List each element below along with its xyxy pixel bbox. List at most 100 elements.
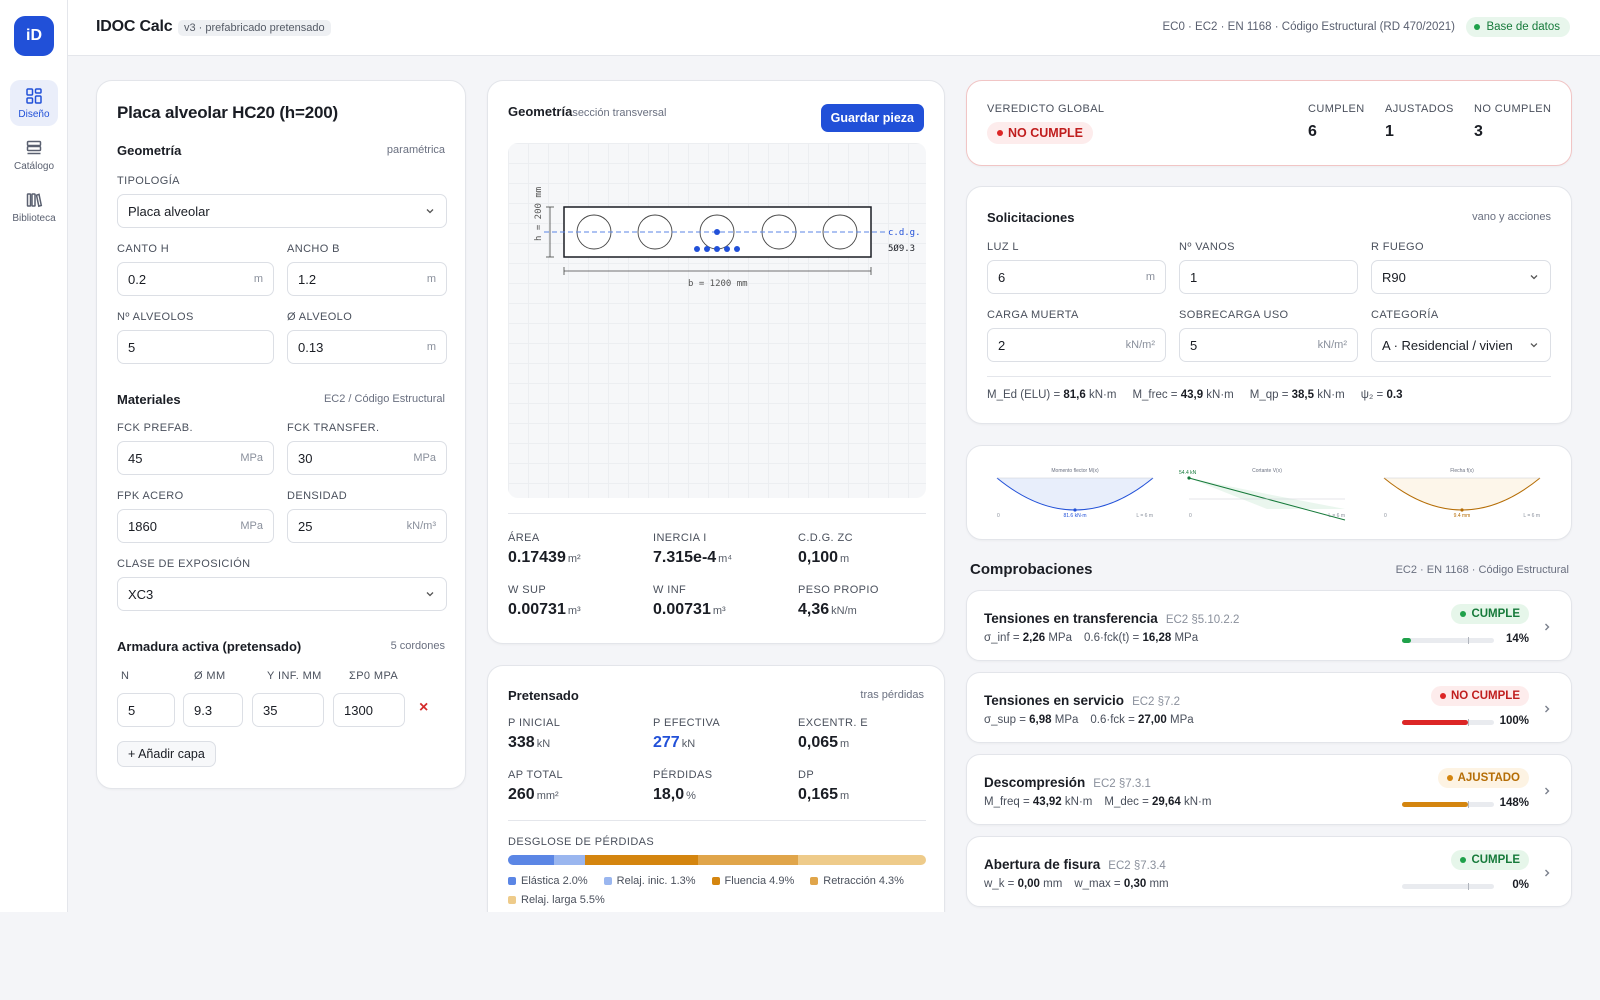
nalveolos-value: 5 <box>128 339 136 355</box>
luz-value: 6 <box>998 269 1006 285</box>
version-badge: v3 · prefabricado pretensado <box>178 20 331 36</box>
save-piece-button[interactable]: Guardar pieza <box>820 104 924 132</box>
fpk-input[interactable]: 1860 MPa <box>117 509 274 543</box>
check-status-badge: NO CUMPLE <box>1431 686 1529 706</box>
property-unit: m <box>840 790 850 802</box>
status-dot-icon <box>997 130 1003 136</box>
utilization-bar <box>1402 801 1494 808</box>
chevron-down-icon <box>426 209 434 214</box>
property-number: 4,36 <box>798 601 830 618</box>
fire-label: R FUEGO <box>1371 241 1424 253</box>
fire-value: R90 <box>1382 269 1406 285</box>
col-header: ΣP0 MPA <box>349 670 399 682</box>
divider <box>508 820 926 821</box>
check-header: Tensiones en servicio EC2 §7.2 <box>984 693 1180 708</box>
legend-item: Fluencia 4.9% <box>711 875 794 887</box>
chevron-right-icon[interactable] <box>1541 784 1553 796</box>
fckt-input[interactable]: 30 MPa <box>287 441 447 475</box>
live-load-input[interactable]: 5 kN/m² <box>1179 328 1358 362</box>
chevron-right-icon[interactable] <box>1541 866 1553 878</box>
dead-load-label: CARGA MUERTA <box>987 309 1079 321</box>
property-label: DP <box>798 769 815 781</box>
property-item: PESO PROPIO 4,36 kN/m <box>798 584 938 619</box>
check-value-item: σ_sup = 6,98 MPa <box>984 714 1078 726</box>
app-logo[interactable]: iD <box>14 16 54 56</box>
moment-value: 38,5 <box>1291 389 1315 401</box>
nav-item-biblioteca[interactable]: Biblioteca <box>10 184 58 230</box>
strand-diameter-input[interactable]: 9.3 <box>183 693 243 727</box>
moment-item: M_frec = 43,9 kN·m <box>1132 389 1233 401</box>
count-label: NO CUMPLEN <box>1474 103 1552 115</box>
property-value: 0,165 m <box>798 786 938 804</box>
prestress-note: tras pérdidas <box>860 689 924 701</box>
fck-input[interactable]: 45 MPa <box>117 441 274 475</box>
property-value: 260 mm² <box>508 786 648 804</box>
check-status-label: CUMPLE <box>1471 608 1520 620</box>
property-label: P EFECTIVA <box>653 717 721 729</box>
fpk-value: 1860 <box>128 518 157 534</box>
database-status-label: Base de datos <box>1486 21 1560 33</box>
nalveolos-input[interactable]: 5 <box>117 330 274 364</box>
strand-n-input[interactable]: 5 <box>117 693 175 727</box>
strand-diameter-value: 9.3 <box>194 702 213 718</box>
strand-yinf-input[interactable]: 35 <box>252 693 324 727</box>
height-dimension-label: h = 200 mm <box>534 187 544 241</box>
tipologia-select[interactable]: Placa alveolar <box>117 194 447 228</box>
check-value-item: M_dec = 29,64 kN·m <box>1104 796 1211 808</box>
exposure-select[interactable]: XC3 <box>117 577 447 611</box>
add-layer-button[interactable]: + Añadir capa <box>117 741 216 767</box>
strand-p0-value: 1300 <box>344 702 373 718</box>
utilization-bar <box>1402 719 1494 726</box>
status-dot-icon <box>1446 775 1453 781</box>
check-row[interactable]: Tensiones en transferencia EC2 §5.10.2.2 σ… <box>966 590 1572 661</box>
property-value: 0.00731 m³ <box>508 601 648 619</box>
property-item: P EFECTIVA 277 kN <box>653 717 793 752</box>
check-status-label: NO CUMPLE <box>1451 690 1520 702</box>
moment-item: M_Ed (ELU) = 81,6 kN·m <box>987 389 1116 401</box>
dalveolo-input[interactable]: 0.13 m <box>287 330 447 364</box>
remove-layer-icon[interactable]: × <box>419 699 429 716</box>
property-value: 0.00731 m³ <box>653 601 793 619</box>
live-load-label: SOBRECARGA USO <box>1179 309 1289 321</box>
unit-label: kN/m³ <box>406 520 436 532</box>
property-item: PÉRDIDAS 18,0% <box>653 769 793 804</box>
diagrams-svg: Momento flector M(x) 81.6 kN·m 0 L = 6 m… <box>996 468 1541 521</box>
books-icon <box>26 192 43 207</box>
property-unit: m⁴ <box>718 553 733 565</box>
database-status[interactable]: Base de datos <box>1466 17 1570 37</box>
check-value-item: 0.6·fck = 27,00 MPa <box>1090 714 1193 726</box>
luz-label: LUZ L <box>987 241 1019 253</box>
property-label: P INICIAL <box>508 717 561 729</box>
check-value-key: 0.6·fck = <box>1090 714 1139 726</box>
status-dot-icon <box>1440 693 1446 699</box>
property-label: AP TOTAL <box>508 769 563 781</box>
losses-legend: Elástica 2.0% Relaj. inic. 1.3% Fluencia 4… <box>508 875 926 906</box>
canto-input[interactable]: 0.2 m <box>117 262 274 296</box>
property-item: W SUP 0.00731 m³ <box>508 584 648 619</box>
check-row[interactable]: Descompresión EC2 §7.3.1 M_freq = 43,92 kN… <box>966 754 1572 825</box>
loss-segment <box>508 855 555 865</box>
nav-item-catalogo[interactable]: Catálogo <box>10 132 58 178</box>
unit-label: MPa <box>240 452 263 464</box>
dead-load-input[interactable]: 2 kN/m² <box>987 328 1166 362</box>
fire-select[interactable]: R90 <box>1371 260 1551 294</box>
piece-title: Placa alveolar HC20 (h=200) <box>117 103 338 122</box>
chevron-right-icon[interactable] <box>1541 620 1553 632</box>
check-row[interactable]: Abertura de fisura EC2 §7.3.4 w_k = 0,00 m… <box>966 836 1572 907</box>
densidad-input[interactable]: 25 kN/m³ <box>287 509 447 543</box>
category-select[interactable]: A · Residencial / vivien <box>1371 328 1551 362</box>
chevron-right-icon[interactable] <box>1541 702 1553 714</box>
strand-p0-input[interactable]: 1300 <box>333 693 405 727</box>
property-item: INERCIA I 7.315e-4 m⁴ <box>653 532 793 567</box>
vanos-input[interactable]: 1 <box>1179 260 1358 294</box>
col-header: Ø MM <box>194 670 226 682</box>
nav-item-diseno[interactable]: Diseño <box>10 80 58 126</box>
check-value-key: M_freq = <box>984 796 1033 808</box>
tipologia-value: Placa alveolar <box>128 203 210 219</box>
property-value: 0.17439 m² <box>508 549 648 567</box>
count-value: 1 <box>1385 123 1394 140</box>
check-row[interactable]: Tensiones en servicio EC2 §7.2 σ_sup = 6,9… <box>966 672 1572 743</box>
ancho-input[interactable]: 1.2 m <box>287 262 447 296</box>
property-number: 0.00731 <box>508 601 566 618</box>
